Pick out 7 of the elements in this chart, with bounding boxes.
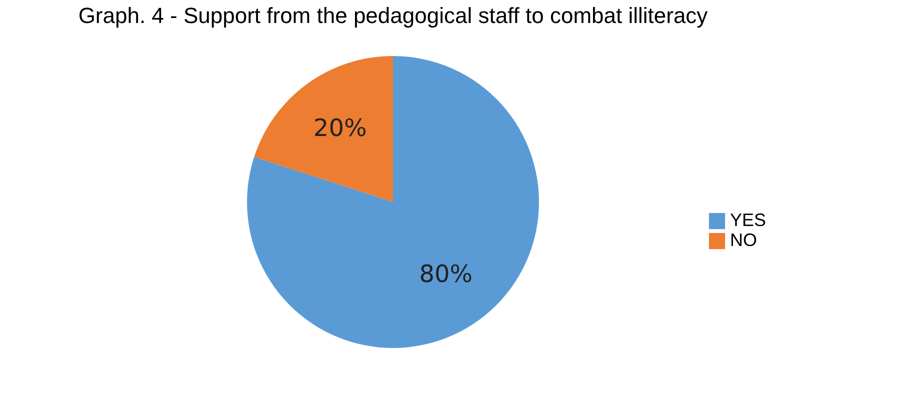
legend-label: NO [730, 230, 757, 250]
chart-title: Graph. 4 - Support from the pedagogical staff to combat illiteracy [78, 3, 708, 28]
data-label: 80% [419, 260, 473, 288]
pie-slice [247, 56, 539, 348]
legend-label: YES [730, 210, 766, 230]
data-label: 20% [313, 114, 367, 142]
pie-slice [254, 56, 393, 202]
